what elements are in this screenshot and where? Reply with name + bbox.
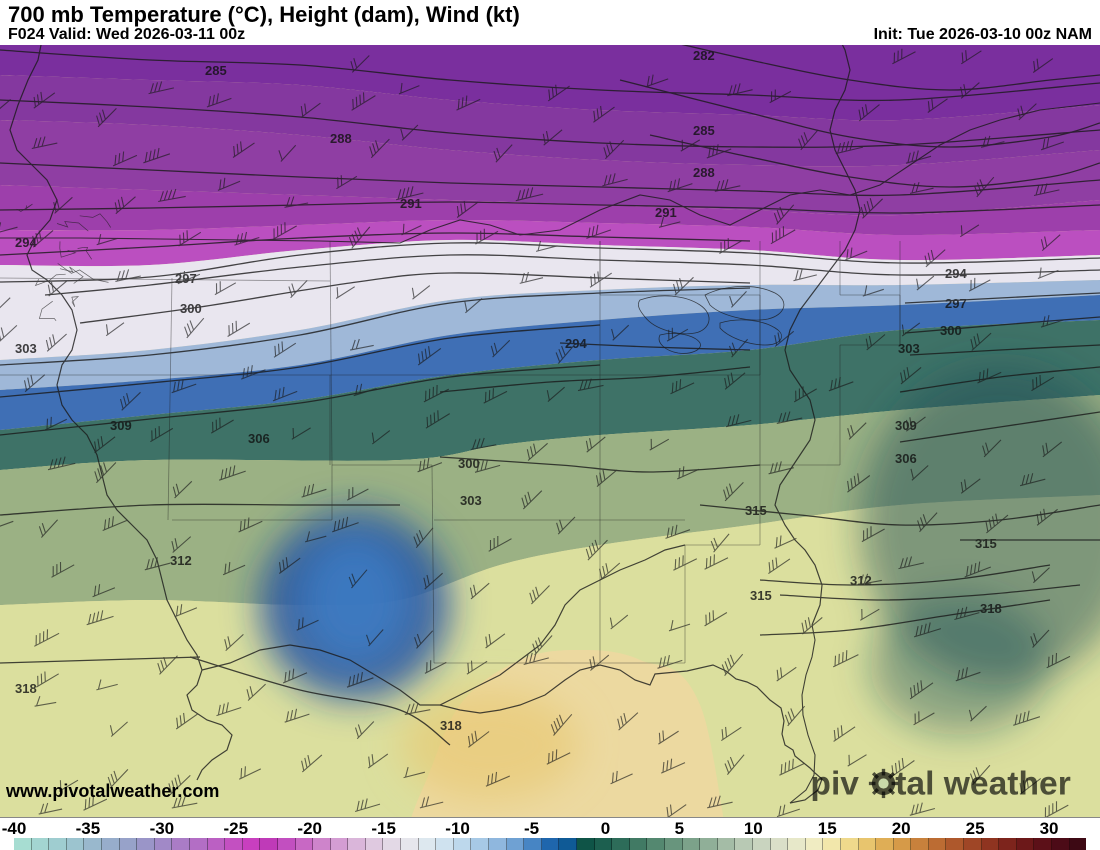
svg-text:318: 318 [15, 681, 37, 696]
svg-text:315: 315 [975, 536, 997, 551]
svg-text:piv: piv [810, 765, 859, 801]
svg-text:318: 318 [980, 601, 1002, 616]
svg-text:294: 294 [565, 336, 587, 351]
svg-text:315: 315 [745, 503, 767, 518]
svg-text:282: 282 [693, 48, 715, 63]
svg-text:297: 297 [945, 296, 967, 311]
svg-text:303: 303 [898, 341, 920, 356]
svg-text:303: 303 [15, 341, 37, 356]
svg-text:300: 300 [458, 456, 480, 471]
svg-text:306: 306 [248, 431, 270, 446]
svg-text:285: 285 [205, 63, 227, 78]
svg-text:318: 318 [440, 718, 462, 733]
svg-text:tal weather: tal weather [895, 765, 1071, 801]
svg-text:291: 291 [655, 205, 677, 220]
svg-text:300: 300 [180, 301, 202, 316]
svg-text:312: 312 [170, 553, 192, 568]
svg-text:285: 285 [693, 123, 715, 138]
svg-text:294: 294 [945, 266, 967, 281]
svg-text:288: 288 [693, 165, 715, 180]
svg-text:306: 306 [895, 451, 917, 466]
svg-text:309: 309 [110, 418, 132, 433]
svg-text:315: 315 [750, 588, 772, 603]
svg-text:288: 288 [330, 131, 352, 146]
svg-text:303: 303 [460, 493, 482, 508]
svg-text:300: 300 [940, 323, 962, 338]
